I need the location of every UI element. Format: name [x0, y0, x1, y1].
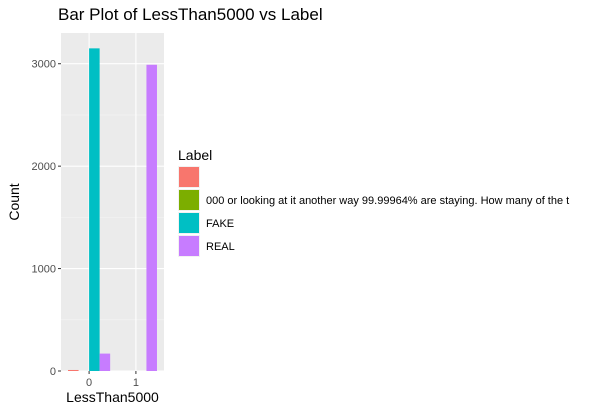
x-tick-label: 1 [133, 377, 139, 389]
bar [68, 369, 79, 371]
y-tick-label: 3000 [32, 59, 56, 71]
bar [146, 64, 157, 371]
legend-title: Label [178, 147, 212, 163]
legend-key-swatch [179, 190, 199, 210]
y-tick-label: 2000 [32, 161, 56, 173]
y-axis-title: Count [6, 183, 22, 220]
legend-key-swatch [179, 213, 199, 233]
legend-label: FAKE [206, 218, 234, 230]
y-tick-label: 1000 [32, 264, 56, 276]
x-tick-label: 0 [86, 377, 92, 389]
bar [89, 48, 100, 371]
chart-title: Bar Plot of LessThan5000 vs Label [58, 5, 323, 24]
x-axis-title: LessThan5000 [66, 389, 159, 405]
y-tick-label: 0 [50, 366, 56, 378]
legend-key-swatch [179, 167, 199, 187]
legend-key-swatch [179, 236, 199, 256]
legend-label: REAL [206, 241, 235, 253]
legend-label: 000 or looking at it another way 99.9996… [206, 195, 569, 207]
bar [99, 353, 111, 371]
